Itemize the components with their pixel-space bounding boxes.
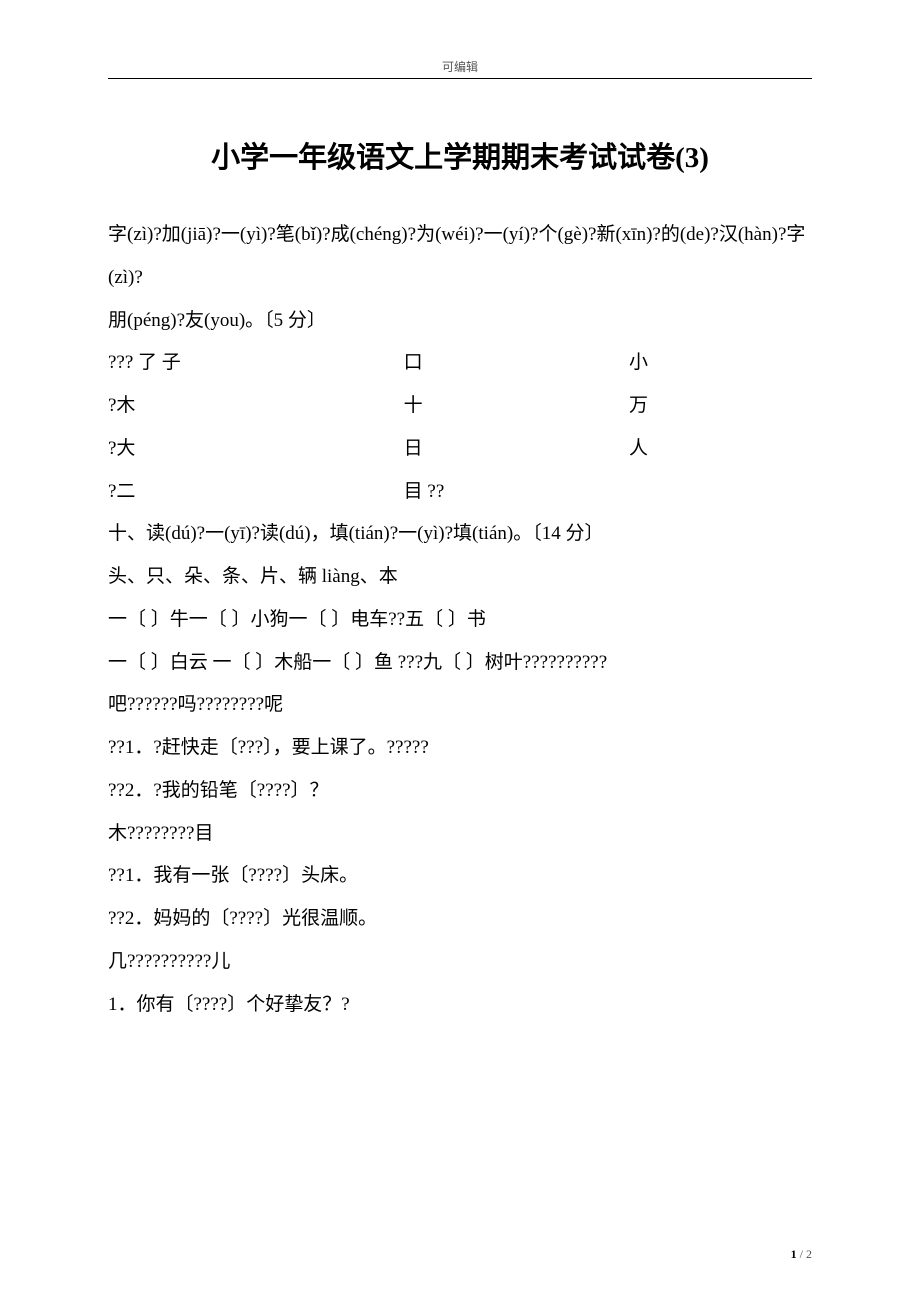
particle-q1: ??1．?赶快走〔???〕，要上课了。?????	[108, 727, 812, 770]
cell: 目 ??	[404, 471, 629, 514]
page-total: 2	[806, 1247, 812, 1261]
jier-q1: 1．你有〔????〕个好挚友？?	[108, 984, 812, 1027]
cell: ?大	[108, 428, 404, 471]
cell: ?二	[108, 471, 404, 514]
fill-line-b: 一〔 〕白云 一〔 〕木船一〔 〕鱼 ???九〔 〕树叶??????????	[108, 642, 812, 685]
cell: 小	[629, 342, 812, 385]
classifier-list: 头、只、朵、条、片、辆 liàng、本	[108, 556, 812, 599]
cell: ??? 了 子	[108, 342, 404, 385]
page-sep: /	[797, 1247, 806, 1261]
cell	[629, 471, 812, 514]
page-number: 1 / 2	[791, 1247, 812, 1262]
particle-q2: ??2．?我的铅笔〔????〕？	[108, 770, 812, 813]
mumu-header: 木????????目	[108, 813, 812, 856]
header-label: 可编辑	[0, 58, 920, 75]
document-body: 字(zì)?加(jiā)?一(yì)?笔(bǐ)?成(chéng)?为(wéi)…	[108, 214, 812, 1026]
cell: 十	[404, 385, 629, 428]
mumu-q1: ??1．我有一张〔????〕头床。	[108, 855, 812, 898]
intro-line-2: 朋(péng)?友(you)。〔5 分〕	[108, 300, 812, 343]
cell: ?木	[108, 385, 404, 428]
char-row-3: ?大 日 人	[108, 428, 812, 471]
intro-line-1: 字(zì)?加(jiā)?一(yì)?笔(bǐ)?成(chéng)?为(wéi)…	[108, 214, 812, 300]
section-10-heading: 十、读(dú)?一(yī)?读(dú)，填(tián)?一(yì)?填(tián…	[108, 513, 812, 556]
jier-header: 几??????????儿	[108, 941, 812, 984]
char-row-2: ?木 十 万	[108, 385, 812, 428]
char-row-4: ?二 目 ??	[108, 471, 812, 514]
cell: 人	[629, 428, 812, 471]
particle-header: 吧??????吗????????呢	[108, 684, 812, 727]
char-row-1: ??? 了 子 口 小	[108, 342, 812, 385]
header-rule	[108, 78, 812, 79]
cell: 万	[629, 385, 812, 428]
mumu-q2: ??2．妈妈的〔????〕光很温顺。	[108, 898, 812, 941]
fill-line-a: 一〔 〕牛一〔 〕小狗一〔 〕电车??五〔 〕书	[108, 599, 812, 642]
cell: 日	[404, 428, 629, 471]
page-title: 小学一年级语文上学期期末考试试卷(3)	[108, 134, 812, 176]
cell: 口	[404, 342, 629, 385]
